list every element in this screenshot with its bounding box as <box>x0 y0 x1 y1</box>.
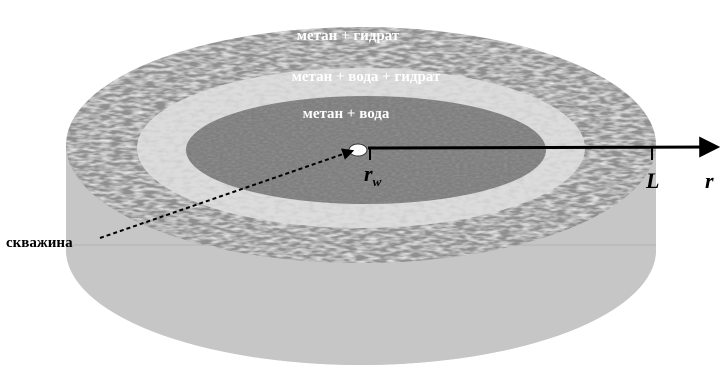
well-pointer-arrow <box>99 148 355 239</box>
middle-zone-label: метан + вода + гидрат <box>292 69 441 85</box>
L-label: L <box>645 168 659 193</box>
well-label: скважина <box>6 235 73 251</box>
rw-label: rw <box>364 161 382 189</box>
outer-zone-label: метан + гидрат <box>297 28 400 44</box>
r-axis-arrow <box>367 136 721 158</box>
r-label: r <box>705 168 714 193</box>
well-icon <box>348 143 368 157</box>
inner-zone-label: метан + вода <box>303 106 390 122</box>
